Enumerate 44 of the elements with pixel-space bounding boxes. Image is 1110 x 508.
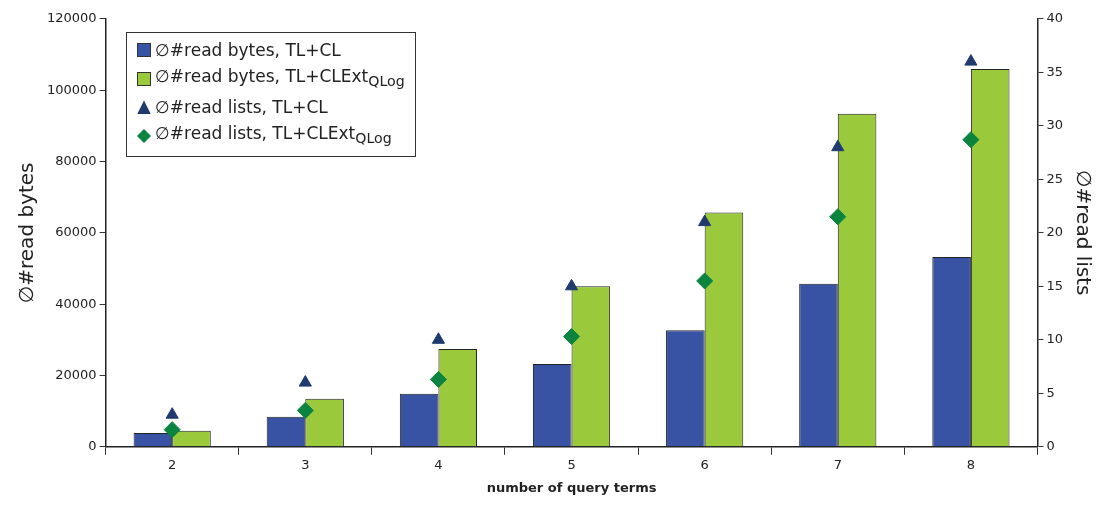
y-tick-label: 60000	[55, 224, 97, 240]
x-tick-label: 2	[168, 456, 177, 472]
point	[964, 54, 978, 66]
point	[429, 370, 447, 388]
x-tick-label: 7	[833, 456, 842, 472]
y2-tick-label: 30	[1046, 117, 1063, 133]
y2-tick-label: 15	[1046, 277, 1063, 293]
y2-axis-title: ∅#read lists	[1071, 170, 1096, 296]
y2-tick-label: 20	[1046, 224, 1063, 240]
x-tick-label: 8	[966, 456, 976, 472]
point	[296, 401, 314, 419]
x-axis-title: number of query terms	[486, 479, 657, 495]
point	[163, 421, 181, 439]
y-axis-title: ∅#read bytes	[14, 162, 39, 304]
legend-label: ∅#read lists, TL+CLExt$_{QLog}$	[155, 122, 392, 149]
point	[698, 214, 712, 227]
point	[831, 139, 845, 152]
point	[431, 332, 445, 344]
point	[829, 208, 847, 226]
point	[298, 375, 312, 387]
y2-tick-label: 10	[1046, 331, 1063, 347]
y2-tick-label: 25	[1046, 170, 1063, 186]
y-tick-label: 0	[88, 438, 97, 454]
point	[165, 407, 179, 419]
y-tick-label: 120000	[46, 10, 97, 26]
legend-label: ∅#read bytes, TL+CL	[155, 39, 341, 62]
point	[564, 278, 579, 291]
y-tick-label: 20000	[55, 366, 97, 382]
y-tick-label: 80000	[55, 152, 97, 168]
x-tick-label: 6	[700, 456, 709, 472]
y2-tick-label: 35	[1046, 63, 1063, 79]
y-tick-label: 40000	[55, 295, 97, 311]
y2-tick-label: 40	[1046, 10, 1063, 26]
x-tick-label: 3	[301, 456, 310, 472]
y2-tick-label: 0	[1046, 438, 1055, 454]
point	[962, 131, 980, 149]
y2-tick-label: 5	[1046, 384, 1055, 400]
x-tick-label: 5	[567, 456, 576, 472]
point	[563, 328, 581, 346]
x-tick-label: 4	[434, 456, 443, 472]
legend-label: ∅#read bytes, TL+CLExt$_{QLog}$	[155, 65, 405, 92]
point	[696, 272, 714, 290]
legend-label: ∅#read lists, TL+CL	[155, 96, 328, 120]
y-tick-label: 100000	[46, 81, 97, 97]
